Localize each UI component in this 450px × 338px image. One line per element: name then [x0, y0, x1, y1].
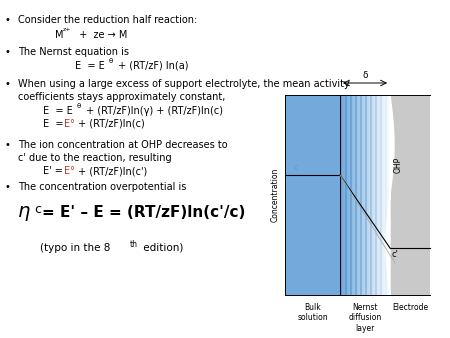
Bar [370, 95, 372, 295]
Bar [347, 95, 349, 295]
Text: •: • [5, 140, 11, 150]
Bar [386, 95, 388, 295]
Bar [376, 95, 378, 295]
Text: •: • [5, 15, 11, 25]
Text: M: M [55, 30, 63, 40]
Text: Consider the reduction half reaction:: Consider the reduction half reaction: [18, 15, 197, 25]
Bar [371, 95, 373, 295]
Text: E  =: E = [43, 119, 67, 129]
Bar [363, 95, 364, 295]
Bar [389, 95, 391, 295]
Text: The Nernst equation is: The Nernst equation is [18, 47, 129, 57]
Bar [356, 95, 358, 295]
Bar [387, 95, 389, 295]
Bar [360, 95, 362, 295]
Text: + (RT/zF) ln(a): + (RT/zF) ln(a) [115, 61, 189, 71]
Bar [378, 95, 379, 295]
Text: •: • [5, 47, 11, 57]
Bar [340, 95, 342, 295]
Text: •: • [5, 182, 11, 192]
Text: = E' – E = (RT/zF)ln(c'/c): = E' – E = (RT/zF)ln(c'/c) [42, 205, 245, 220]
Text: θ: θ [109, 58, 113, 64]
Bar [344, 95, 346, 295]
Text: E°: E° [64, 119, 75, 129]
Text: δ: δ [362, 71, 368, 80]
Text: E' =: E' = [43, 166, 66, 176]
Bar [342, 95, 344, 295]
Bar [375, 95, 377, 295]
Text: c: c [34, 203, 41, 216]
Text: + (RT/zF)ln(γ) + (RT/zF)ln(c): + (RT/zF)ln(γ) + (RT/zF)ln(c) [83, 106, 223, 116]
Bar [364, 95, 365, 295]
Bar [365, 95, 367, 295]
Text: coefficients stays approximately constant,: coefficients stays approximately constan… [18, 92, 225, 102]
Bar [390, 95, 430, 295]
Text: z+: z+ [63, 27, 72, 32]
Bar [350, 95, 352, 295]
Text: c': c' [392, 250, 399, 259]
Bar [345, 95, 347, 295]
Text: c' due to the reaction, resulting: c' due to the reaction, resulting [18, 153, 171, 163]
Text: When using a large excess of support electrolyte, the mean activity: When using a large excess of support ele… [18, 79, 350, 89]
Bar [346, 95, 348, 295]
Text: + (RT/zF)ln(c): + (RT/zF)ln(c) [75, 119, 145, 129]
Text: Bulk
solution: Bulk solution [297, 303, 328, 322]
Bar [357, 95, 359, 295]
Text: θ: θ [77, 103, 81, 109]
Text: E  = E: E = E [75, 61, 105, 71]
Bar [368, 95, 369, 295]
Bar [361, 95, 363, 295]
Bar [381, 95, 383, 295]
Text: Nernst
diffusion
layer: Nernst diffusion layer [348, 303, 382, 333]
Text: +  ze → M: + ze → M [73, 30, 127, 40]
Bar [355, 95, 357, 295]
Bar [385, 95, 387, 295]
Text: (typo in the 8: (typo in the 8 [40, 243, 110, 253]
Text: η: η [18, 202, 31, 221]
Bar [351, 95, 353, 295]
Bar [382, 95, 384, 295]
Text: OHP: OHP [394, 157, 403, 173]
Bar [366, 95, 368, 295]
Polygon shape [386, 95, 394, 295]
Text: Electrode: Electrode [392, 303, 428, 312]
Text: •: • [5, 79, 11, 89]
Text: E  = E: E = E [43, 106, 73, 116]
Bar [379, 95, 381, 295]
Bar [349, 95, 351, 295]
Bar [352, 95, 354, 295]
Text: The concentration overpotential is: The concentration overpotential is [18, 182, 186, 192]
Bar [369, 95, 370, 295]
Text: c: c [293, 163, 297, 172]
Bar [374, 95, 375, 295]
Bar [354, 95, 356, 295]
Bar [373, 95, 374, 295]
Text: E°: E° [64, 166, 75, 176]
Bar [380, 95, 382, 295]
Text: The ion concentration at OHP decreases to: The ion concentration at OHP decreases t… [18, 140, 228, 150]
Bar [359, 95, 360, 295]
Text: + (RT/zF)ln(c'): + (RT/zF)ln(c') [75, 166, 147, 176]
Text: edition): edition) [140, 243, 184, 253]
Bar [341, 95, 343, 295]
Text: Concentration: Concentration [270, 168, 279, 222]
Bar [384, 95, 386, 295]
Text: th: th [130, 240, 138, 249]
Bar [285, 95, 340, 295]
